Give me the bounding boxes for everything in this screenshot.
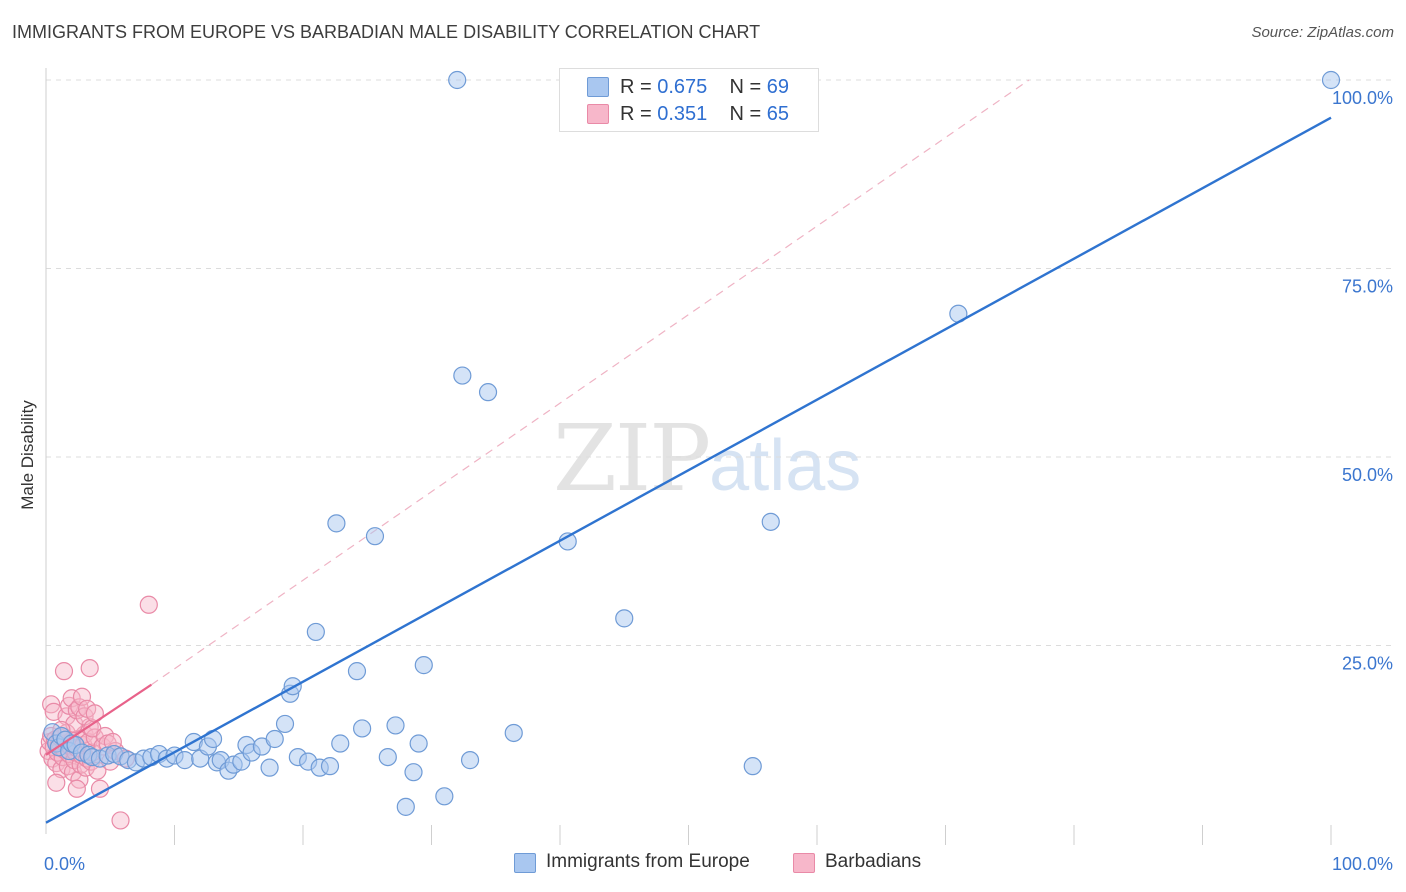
legend-n-value-europe: 69 (766, 75, 790, 98)
data-point-europe (353, 719, 372, 738)
legend-n-label: N = (729, 102, 767, 125)
trend-line-europe (45, 116, 1332, 824)
data-point-europe (448, 70, 467, 90)
watermark-zip: ZIP (553, 405, 711, 512)
data-point-europe (347, 662, 367, 681)
y-tick-label: 75.0% (1342, 277, 1393, 297)
data-point-europe (396, 797, 415, 816)
data-point-europe (327, 514, 346, 533)
legend-n-label: N = (729, 75, 767, 98)
bottom-legend-swatch-europe (514, 853, 536, 873)
data-point-barbadians (67, 779, 86, 798)
data-point-europe (1321, 70, 1341, 90)
y-tick-label: 100.0% (1332, 88, 1393, 108)
source-label: Source: ZipAtlas.com (1251, 24, 1394, 41)
y-tick-label: 50.0% (1342, 465, 1393, 485)
legend-r-label: R = (620, 102, 658, 125)
data-point-barbadians (70, 698, 89, 717)
data-point-europe (331, 734, 350, 753)
bottom-legend-swatch-barbadians (793, 853, 815, 873)
data-point-barbadians (47, 773, 66, 792)
data-point-europe (435, 787, 454, 806)
data-point-europe (306, 622, 325, 642)
data-point-europe (275, 714, 295, 734)
data-point-europe (404, 763, 423, 782)
data-point-europe (453, 366, 472, 385)
chart-title: IMMIGRANTS FROM EUROPE VS BARBADIAN MALE… (12, 22, 761, 42)
legend-r-label: R = (620, 75, 658, 98)
data-point-europe (460, 751, 480, 770)
data-point-europe (386, 716, 405, 735)
data-point-europe (615, 609, 634, 628)
legend-r-value-europe: 0.675 (657, 75, 708, 98)
x-tick-label: 100.0% (1332, 854, 1393, 874)
data-point-europe (504, 723, 523, 743)
data-point-europe (365, 527, 385, 546)
trend-line-barbadians (45, 683, 152, 756)
data-point-europe (175, 751, 194, 770)
y-tick-label: 25.0% (1342, 654, 1393, 674)
data-point-europe (761, 512, 780, 531)
data-point-europe (414, 656, 433, 675)
data-point-europe (478, 383, 498, 402)
bottom-legend-label-europe: Immigrants from Europe (546, 851, 750, 872)
bottom-legend-label-barbadians: Barbadians (825, 851, 922, 872)
data-point-barbadians (54, 662, 74, 681)
data-point-barbadians (80, 659, 99, 678)
legend-swatch-europe (587, 77, 609, 97)
legend-r-value-barbadians: 0.351 (657, 102, 708, 125)
data-point-barbadians (72, 687, 92, 706)
watermark-atlas: atlas (709, 426, 862, 506)
data-point-europe (260, 758, 279, 777)
x-tick-label: 0.0% (44, 854, 85, 874)
data-point-europe (265, 729, 284, 749)
data-point-barbadians (111, 811, 130, 830)
legend-n-value-barbadians: 65 (766, 102, 790, 125)
data-point-europe (378, 747, 397, 767)
data-point-barbadians (139, 595, 158, 614)
data-point-europe (320, 757, 340, 776)
watermark: ZIPatlas (553, 405, 861, 512)
data-point-barbadians (57, 707, 76, 726)
data-point-europe (409, 734, 428, 753)
reference-dashed-line (151, 79, 1030, 686)
legend-swatch-barbadians (587, 104, 609, 124)
data-point-europe (743, 757, 762, 776)
correlation-legend: R = 0.675 N = 69 R = 0.351 N = 65 (559, 68, 819, 132)
